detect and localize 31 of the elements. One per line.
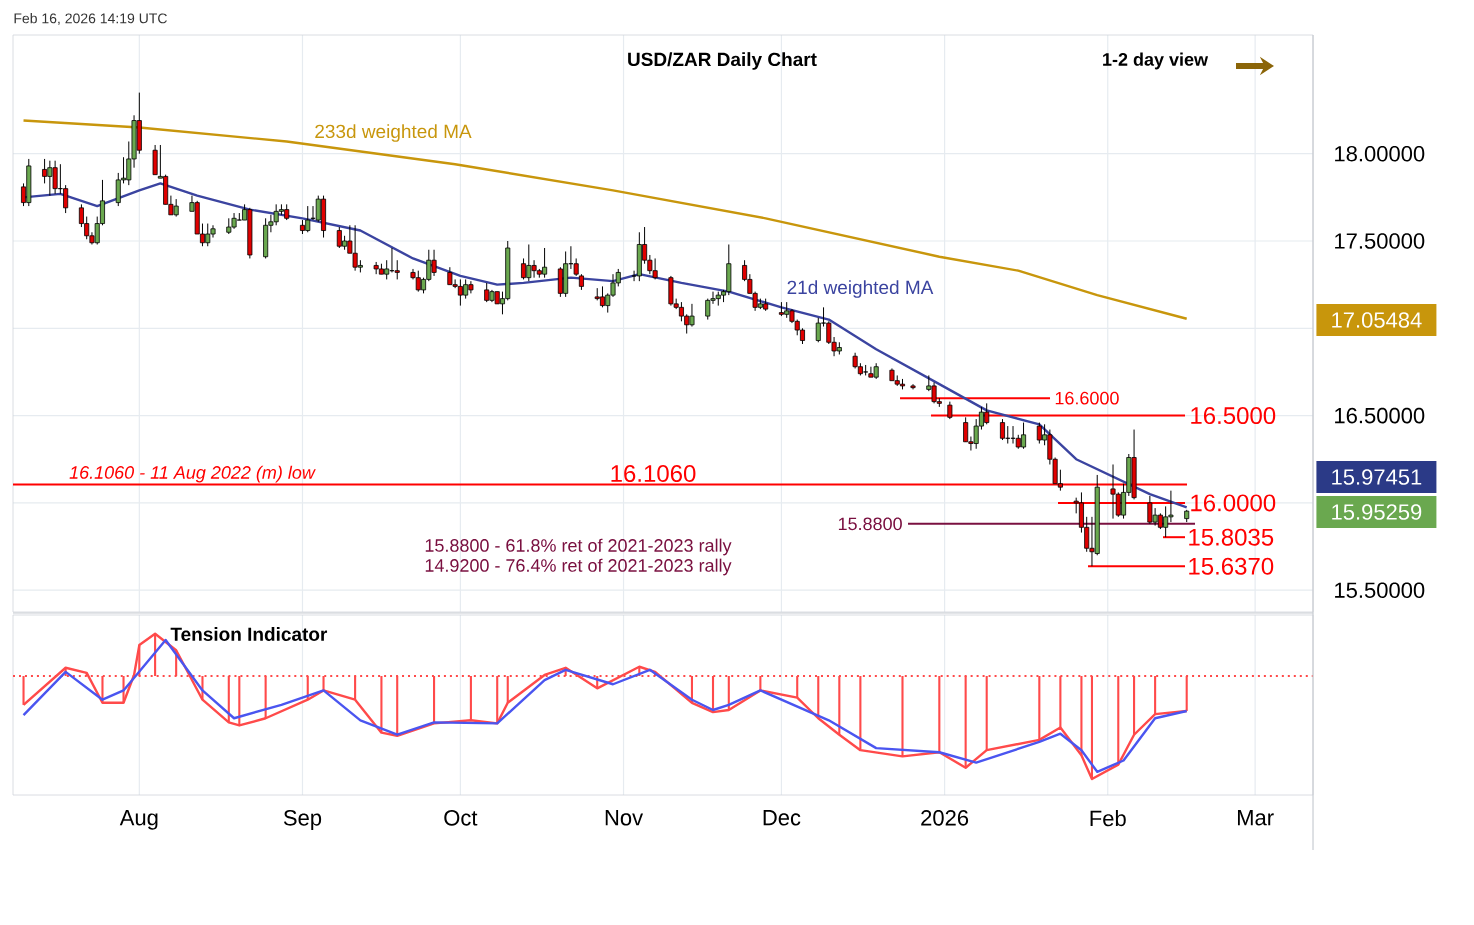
x-tick-label: Nov [605,810,644,826]
text: 17.05484 [1332,312,1422,328]
annotation: 16.1060 - 11 Aug 2022 (m) low [69,465,316,483]
series-label: 21d weighted MA [787,280,934,298]
ref-line-label: 15.6370 [1189,557,1274,575]
x-tick-label: Sep [283,810,322,830]
annotation: 15.8800 - 61.8% ret of 2021-2023 rally [425,538,732,556]
text: Feb 16, 2026 14:19 UTC [14,13,167,25]
x-tick-label: Oct [444,810,478,826]
y-tick-label: 15.50000 [1335,582,1425,598]
ref-line-label: 16.1060 [611,465,696,482]
text: USD/ZAR Daily Chart [628,52,817,70]
text: 15.97451 [1332,469,1422,485]
x-tick-label: 2026 [921,810,969,826]
text: 15.95259 [1332,504,1422,520]
y-tick-label: 16.50000 [1335,407,1425,424]
series-label: 233d weighted MA [315,124,472,142]
x-tick-label: Dec [763,810,801,826]
x-tick-label: Mar [1237,810,1274,826]
ref-line-label: 16.0000 [1191,494,1276,512]
chart-title: Tension Indicator [170,627,328,641]
ref-line-label: 16.6000 [1055,391,1119,405]
x-tick-label: Feb [1090,810,1126,827]
y-tick-label: 17.50000 [1335,233,1425,249]
annotation: 14.9200 - 76.4% ret of 2021-2023 rally [425,558,732,576]
ref-line-label: 16.5000 [1191,407,1276,425]
x-tick-label: Aug [119,810,158,830]
y-tick-label: 18.00000 [1335,145,1425,162]
ref-line-label: 15.8800 [838,517,902,531]
ref-line-label: 15.8035 [1189,528,1274,546]
annotation: 1-2 day view [1103,52,1209,70]
